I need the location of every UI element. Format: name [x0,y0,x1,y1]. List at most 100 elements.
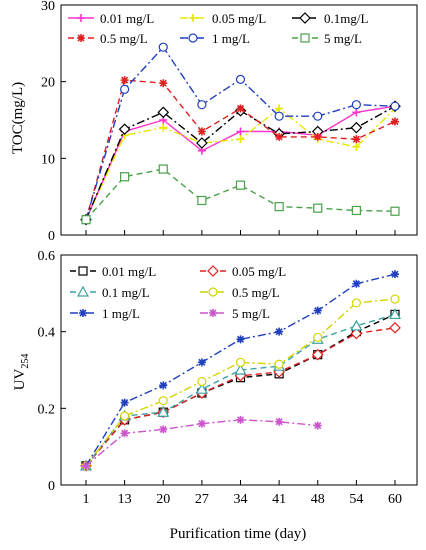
uv-legend-item: 0.5 mg/L [200,285,280,300]
uv-data-point [350,319,363,331]
uv-y-ticks: 0 0.2 0.4 0.6 [38,249,66,494]
uv-data-point [390,294,400,304]
toc-data-point [274,111,284,121]
uv-series-line [85,327,396,467]
uv-y-tick-label: 0.2 [38,402,56,417]
toc-data-point [352,135,361,144]
toc-legend: 0.01 mg/L 0.05 mg/L 0.1mg/L 0.5 mg/L 1 mg/L 5… [68,11,368,46]
uv-data-point [197,376,207,387]
toc-plot-frame [60,4,418,236]
toc-data-point [157,106,170,119]
uv-y-axis-title-main: UV [12,369,28,391]
toc-data-point [236,127,245,136]
toc-y-tick-label: 10 [41,152,55,167]
toc-data-point [236,104,245,113]
toc-data-point [158,42,168,52]
toc-data-point [390,101,400,111]
uv-data-point [195,382,208,394]
uv-series-line [85,298,396,467]
uv-legend-label: 0.5 mg/L [232,285,280,300]
uv-data-point [235,357,246,367]
uv-x-tick-label: 13 [118,492,132,507]
uv-legend-item: 1 mg/L [70,306,140,321]
toc-legend-item: 5 mg/L [292,31,362,46]
toc-legend-swatch-marker [77,14,85,22]
uv-data-point [313,421,322,430]
uv-series-group [79,270,402,472]
uv-legend-label: 0.05 mg/L [232,264,286,279]
toc-legend-label: 0.01 mg/L [100,11,154,26]
toc-y-axis-title: TOC(mg/L) [10,82,26,154]
uv-legend-item: 0.1 mg/L [70,285,150,300]
toc-data-point [120,76,129,85]
uv-x-axis-title: Purification time (day) [170,526,307,542]
uv-x-tick-label: 20 [156,492,170,507]
toc-legend-label: 5 mg/L [324,31,362,46]
toc-data-point [120,84,130,94]
toc-data-point [313,111,323,121]
uv-chart: 00.20.40.6 1 13 20 27 34 41 48 54 60 0.01 mg/L 0.… [12,249,418,542]
uv-data-point [82,461,90,470]
toc-data-point [158,164,168,174]
uv-data-point [236,415,245,424]
toc-legend-swatch-marker [300,33,310,43]
toc-chart: 0 10 20 30 0.01 mg/L 0.05 mg/L 0.1mg/L 0.5 mg/… [10,0,418,244]
uv-data-point [274,359,284,369]
toc-series-6 [81,164,400,225]
uv-data-point [234,363,247,375]
uv-y-tick-label: 0.6 [38,249,56,264]
toc-legend-swatch-marker [189,14,197,22]
toc-data-point [235,180,246,190]
uv-data-point [120,429,129,438]
uv-legend-swatch-marker [209,309,217,317]
toc-data-point [352,142,361,151]
toc-data-point [120,172,130,182]
toc-data-point [351,205,361,216]
toc-data-point [197,100,207,110]
uv-x-tick-label: 48 [311,492,325,507]
toc-series-line [85,105,396,220]
uv-data-point [311,348,324,361]
toc-legend-swatch-marker [188,33,198,43]
uv-legend-label: 1 mg/L [102,306,140,321]
uv-data-point [120,398,129,407]
uv-series-4 [81,294,400,471]
uv-data-point [313,306,322,315]
toc-series-line [85,168,396,221]
uv-y-tick-label: 0 [48,479,55,494]
toc-legend-item: 1 mg/L [180,31,250,46]
toc-x-ticks [85,230,396,235]
toc-data-point [118,123,131,136]
toc-data-point [196,137,208,149]
toc-legend-swatch-marker [299,12,311,24]
uv-data-point [157,405,170,417]
toc-data-point [275,104,284,113]
toc-series-4 [82,76,399,224]
toc-data-point [352,108,361,117]
uv-series-6 [82,415,322,470]
uv-series-line [85,273,396,467]
uv-data-point [275,327,284,336]
uv-y-axis-title: UV254 [12,354,31,391]
toc-data-point [274,202,284,212]
uv-legend-swatch-marker [79,309,87,317]
toc-data-point [236,135,245,144]
toc-data-point [313,203,323,213]
uv-data-point [197,358,206,367]
uv-y-axis-title-sub: 254 [20,354,31,369]
uv-data-point [159,381,168,390]
uv-series-2 [80,321,401,472]
toc-legend-item: 0.01 mg/L [68,11,154,26]
toc-data-point [351,100,361,110]
toc-data-point [81,215,91,225]
uv-legend-swatch-marker [76,285,90,297]
uv-legend-swatch-marker [208,287,218,297]
toc-series-line [85,79,396,220]
uv-legend-swatch-marker [207,265,219,277]
uv-x-tick-label: 54 [349,492,363,507]
toc-legend-label: 0.1mg/L [324,11,368,26]
uv-data-point [313,332,323,343]
toc-series-1 [82,102,399,224]
uv-data-point [350,327,363,340]
